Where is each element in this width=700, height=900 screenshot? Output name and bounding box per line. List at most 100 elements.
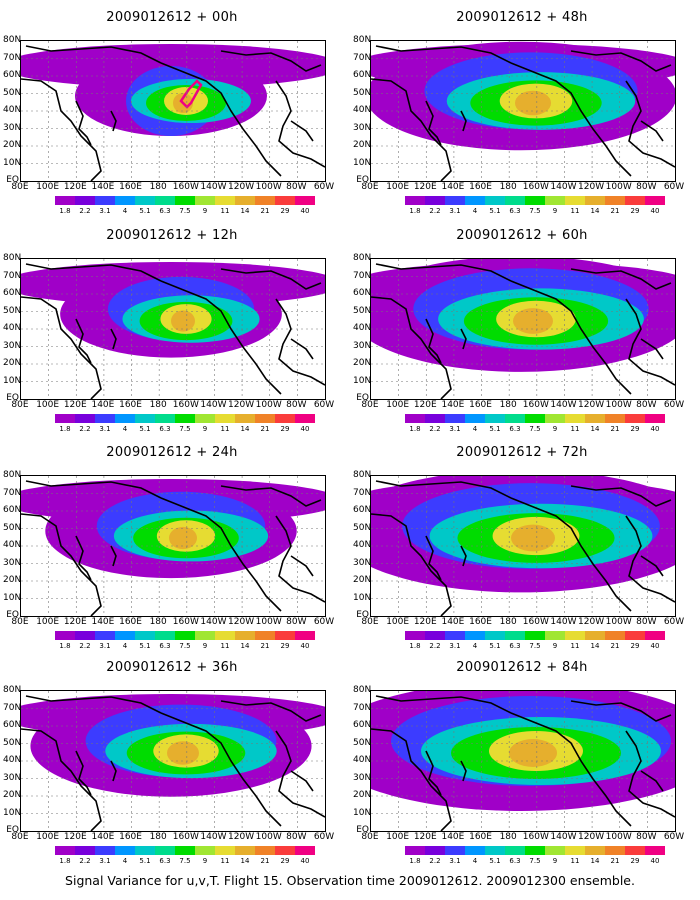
coastline — [290, 120, 314, 142]
longitude-label: 120W — [228, 182, 255, 192]
colorbar-swatch — [135, 196, 155, 205]
colorbar-swatch — [625, 846, 645, 855]
colorbar-label: 1.8 — [409, 425, 421, 433]
colorbar-swatch — [585, 846, 605, 855]
colorbar-label: 3.1 — [449, 207, 461, 215]
panel-title: 2009012612 + 84h — [456, 660, 588, 675]
coastline — [275, 730, 325, 818]
colorbar-swatch — [195, 846, 215, 855]
longitude-label: 180 — [499, 400, 517, 410]
colorbar-label: 4 — [472, 857, 478, 865]
variance-level-10 — [509, 739, 557, 767]
latitude-label: EQ — [356, 610, 369, 620]
colorbar-swatch — [235, 414, 255, 423]
latitude-label: 70N — [353, 52, 372, 63]
latitude-label: 80N — [3, 35, 22, 45]
colorbar-label: 7.5 — [179, 642, 191, 650]
colorbar-label: 11 — [220, 857, 230, 865]
colorbar-label: 2.2 — [429, 857, 441, 865]
colorbar-label: 7.5 — [179, 857, 191, 865]
colorbar-label: 3.1 — [449, 857, 461, 865]
longitude-label: 160W — [172, 400, 199, 410]
colorbar-swatch — [565, 414, 585, 423]
latitude-label: 50N — [3, 522, 22, 533]
colorbar-swatch — [155, 196, 175, 205]
latitude-label: 70N — [3, 270, 22, 281]
latitude-label: 50N — [353, 522, 372, 533]
colorbar-swatch — [645, 196, 665, 205]
colorbar-label: 5.1 — [139, 642, 151, 650]
longitude-label: 60W — [313, 832, 335, 842]
colorbar-label: 21 — [260, 642, 270, 650]
coastline — [75, 318, 92, 364]
coastline — [275, 80, 325, 168]
colorbar-label: 6.3 — [509, 425, 521, 433]
coastline — [220, 700, 322, 722]
longitude-label: 60W — [663, 617, 685, 627]
longitude-label: 100W — [255, 400, 282, 410]
longitude-label: 140E — [91, 617, 115, 627]
longitude-label: 60W — [313, 182, 335, 192]
colorbar-label: 29 — [630, 425, 640, 433]
latitude-label: 70N — [353, 702, 372, 713]
longitude-label: 100W — [605, 832, 632, 842]
longitude-label: 80W — [636, 832, 657, 842]
latitude-label: 50N — [353, 87, 372, 98]
colorbar-label: 11 — [570, 642, 580, 650]
colorbar-label: 9 — [202, 425, 208, 433]
colorbar-swatch — [175, 631, 195, 640]
colorbar-label: 5.1 — [489, 425, 501, 433]
latitude-label: 60N — [353, 288, 372, 298]
colorbar-swatch — [525, 846, 545, 855]
colorbar-label: 5.1 — [489, 857, 501, 865]
colorbar-label: 2.2 — [79, 857, 91, 865]
panel-title: 2009012612 + 24h — [106, 445, 238, 460]
longitude-label: 100E — [36, 617, 60, 627]
colorbar-label: 9 — [202, 857, 208, 865]
longitude-label: 120E — [413, 400, 437, 410]
colorbar — [405, 846, 665, 855]
coastline — [110, 328, 117, 350]
latitude-label: 30N — [353, 340, 372, 351]
variance-field — [21, 259, 325, 399]
latitude-label: 30N — [3, 122, 22, 133]
latitude-label: 60N — [3, 288, 22, 298]
colorbar-label: 1.8 — [59, 425, 71, 433]
latitude-label: 80N — [3, 685, 22, 695]
latitude-label: 10N — [353, 807, 372, 818]
longitude-label: 160E — [469, 617, 492, 627]
colorbar-swatch — [275, 196, 295, 205]
colorbar-label: 29 — [280, 425, 290, 433]
colorbar-swatch — [215, 196, 235, 205]
colorbar-swatch — [445, 631, 465, 640]
colorbar-label: 4 — [472, 642, 478, 650]
colorbar-label: 40 — [300, 425, 310, 433]
colorbar-swatch — [565, 196, 585, 205]
colorbar-swatch — [295, 846, 315, 855]
longitude-label: 120E — [63, 832, 87, 842]
latitude-label: 40N — [353, 540, 372, 550]
latitude-label: 10N — [3, 375, 22, 386]
longitude-label: 80E — [11, 400, 29, 410]
colorbar — [405, 414, 665, 423]
latitude-label: 60N — [353, 505, 372, 515]
coastline — [640, 770, 664, 792]
colorbar-label: 5.1 — [489, 207, 501, 215]
latitude-label: 50N — [3, 305, 22, 316]
coastline — [25, 263, 162, 282]
longitude-label: 160W — [172, 832, 199, 842]
longitude-label: 80E — [11, 832, 29, 842]
coastline — [110, 110, 117, 132]
colorbar-swatch — [155, 846, 175, 855]
colorbar-swatch — [155, 631, 175, 640]
colorbar-swatch — [115, 631, 135, 640]
latitude-label: 10N — [3, 157, 22, 168]
latitude-label: 60N — [3, 70, 22, 80]
variance-field — [21, 41, 325, 181]
colorbar-swatch — [545, 414, 565, 423]
colorbar-label: 14 — [240, 642, 250, 650]
colorbar-swatch — [115, 414, 135, 423]
longitude-label: 180 — [499, 182, 517, 192]
map-panel — [20, 690, 326, 832]
longitude-label: 120E — [63, 400, 87, 410]
